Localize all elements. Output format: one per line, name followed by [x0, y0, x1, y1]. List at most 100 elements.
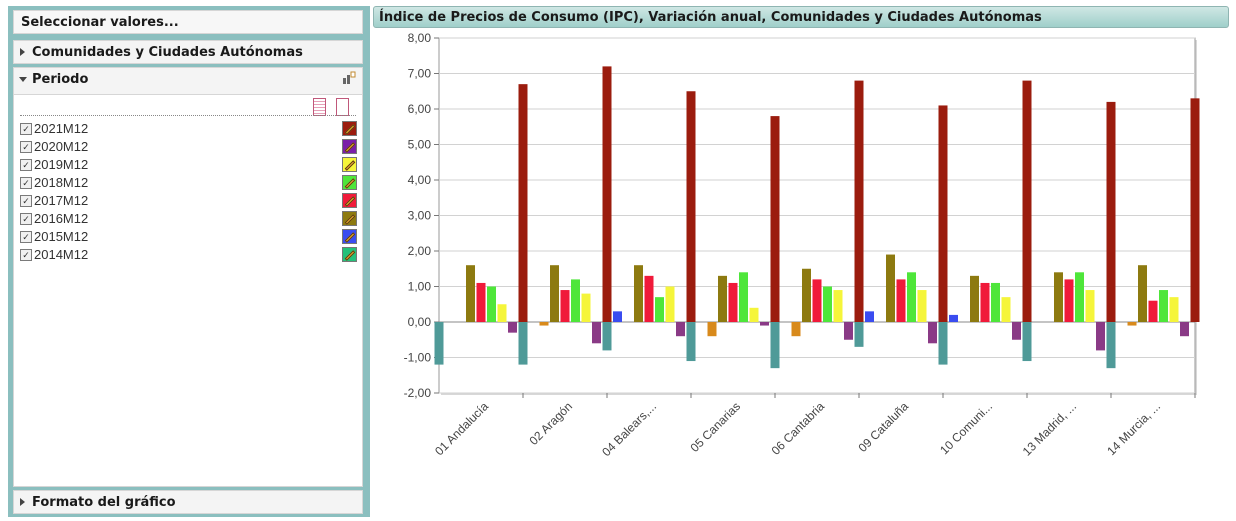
comunidades-panel[interactable]: Comunidades y Ciudades Autónomas — [13, 40, 363, 64]
period-item[interactable]: ✓ 2018M12 — [20, 175, 360, 193]
divider — [20, 115, 356, 116]
color-pencil-icon[interactable] — [342, 211, 357, 226]
period-item[interactable]: ✓ 2016M12 — [20, 211, 360, 229]
period-checkbox[interactable]: ✓ — [20, 141, 32, 153]
bar — [760, 322, 769, 326]
color-pencil-icon[interactable] — [342, 229, 357, 244]
bar — [854, 322, 864, 347]
bar-chart-icon[interactable] — [342, 71, 356, 85]
caret-right-icon — [20, 48, 25, 56]
bar — [739, 272, 748, 322]
bar — [434, 322, 444, 365]
y-tick-label: 4,00 — [408, 173, 432, 187]
period-checkbox[interactable]: ✓ — [20, 159, 32, 171]
bar — [571, 279, 580, 322]
period-item[interactable]: ✓ 2014M12 — [20, 247, 360, 265]
bar — [686, 91, 696, 322]
x-tick-label: 14 Murcia, ... — [1104, 399, 1163, 458]
y-tick-label: 8,00 — [408, 31, 432, 45]
bar — [581, 293, 591, 322]
period-item[interactable]: ✓ 2021M12 — [20, 121, 360, 139]
bar-chart: 8,00 7,00 6,00 5,00 4,00 3,00 2,00 1,00 0,00 -1,0… — [404, 31, 1200, 459]
formato-title[interactable]: Formato del gráfico — [14, 491, 362, 510]
bar — [1106, 322, 1116, 369]
bar — [1190, 98, 1200, 322]
bar — [1022, 322, 1032, 362]
color-pencil-icon[interactable] — [342, 175, 357, 190]
bar — [886, 254, 895, 322]
select-all-icon[interactable] — [313, 98, 326, 116]
comunidades-title[interactable]: Comunidades y Ciudades Autónomas — [14, 41, 362, 60]
bar — [749, 307, 759, 322]
caret-down-icon — [19, 77, 27, 82]
bar — [812, 279, 822, 322]
period-checkbox[interactable]: ✓ — [20, 123, 32, 135]
pencil-icon — [344, 178, 356, 189]
bar — [1138, 265, 1147, 322]
color-pencil-icon[interactable] — [342, 247, 357, 262]
bar — [907, 272, 916, 322]
comunidades-label: Comunidades y Ciudades Autónomas — [32, 45, 303, 60]
bar — [1064, 279, 1074, 322]
period-label: 2016M12 — [34, 211, 89, 226]
period-label: 2017M12 — [34, 193, 89, 208]
period-checkbox[interactable]: ✓ — [20, 231, 32, 243]
period-label: 2014M12 — [34, 247, 89, 262]
y-tick-label: 7,00 — [408, 67, 432, 81]
bar — [1022, 80, 1032, 322]
pencil-icon — [344, 232, 356, 243]
select-none-icon[interactable] — [336, 98, 349, 116]
bar — [728, 282, 738, 322]
bar — [1148, 300, 1158, 322]
caret-right-icon — [20, 498, 25, 506]
periodo-header[interactable]: Periodo — [14, 68, 362, 95]
color-pencil-icon[interactable] — [342, 139, 357, 154]
select-values-title: Seleccionar valores... — [21, 15, 179, 30]
period-checkbox[interactable]: ✓ — [20, 177, 32, 189]
period-checkbox[interactable]: ✓ — [20, 213, 32, 225]
periodo-title[interactable]: Periodo — [14, 68, 362, 87]
y-tick-label: 5,00 — [408, 138, 432, 152]
bar — [980, 282, 990, 322]
x-tick-label: 04 Balears,... — [599, 399, 659, 459]
bar — [560, 290, 570, 322]
period-item[interactable]: ✓ 2020M12 — [20, 139, 360, 157]
select-values-panel[interactable]: Seleccionar valores... — [13, 10, 363, 34]
formato-panel[interactable]: Formato del gráfico — [13, 490, 363, 514]
bar — [928, 322, 937, 344]
bar — [476, 282, 486, 322]
color-pencil-icon[interactable] — [342, 121, 357, 136]
bar — [655, 297, 664, 322]
bar — [823, 286, 832, 322]
x-tick-label: 02 Aragón — [527, 399, 576, 448]
bar — [938, 105, 948, 322]
bar — [1075, 272, 1084, 322]
period-checkbox[interactable]: ✓ — [20, 195, 32, 207]
bar — [991, 282, 1000, 322]
pencil-icon — [344, 124, 356, 135]
bar — [634, 265, 643, 322]
y-tick-label: -1,00 — [404, 351, 432, 365]
period-item[interactable]: ✓ 2015M12 — [20, 229, 360, 247]
color-pencil-icon[interactable] — [342, 193, 357, 208]
period-label: 2018M12 — [34, 175, 89, 190]
color-pencil-icon[interactable] — [342, 157, 357, 172]
period-item[interactable]: ✓ 2019M12 — [20, 157, 360, 175]
bar — [917, 290, 927, 322]
period-item[interactable]: ✓ 2017M12 — [20, 193, 360, 211]
bar — [1012, 322, 1021, 340]
x-tick-label: 05 Canarias — [687, 399, 743, 455]
bar — [487, 286, 496, 322]
bar — [466, 265, 475, 322]
y-tick-label: -2,00 — [404, 386, 432, 400]
bar — [613, 311, 622, 322]
bar — [665, 286, 675, 322]
bar — [833, 290, 843, 322]
bar — [1169, 297, 1179, 322]
period-checkbox[interactable]: ✓ — [20, 249, 32, 261]
bar — [1106, 101, 1116, 323]
pencil-icon — [344, 250, 356, 261]
x-tick-label: 10 Comuni... — [937, 399, 995, 457]
y-tick-label: 1,00 — [408, 280, 432, 294]
y-tick-label: 3,00 — [408, 209, 432, 223]
